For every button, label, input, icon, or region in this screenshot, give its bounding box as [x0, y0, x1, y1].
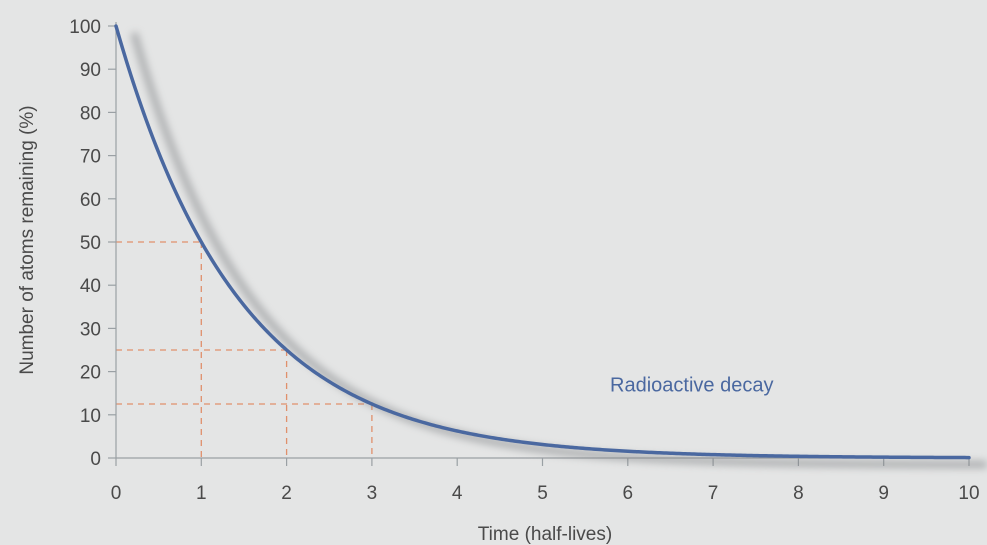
decay-curve-shadow	[130, 32, 987, 469]
y-tick-label: 10	[80, 406, 101, 427]
y-tick-label: 50	[80, 233, 101, 254]
y-tick-label: 80	[80, 103, 101, 124]
x-axis-title: Time (half-lives)	[478, 524, 612, 545]
y-tick-label: 20	[80, 363, 101, 384]
labels: 0 10 20 30 40 50 60 70 80 90 100 0 1 2 3 4 5 6 7 8 9 10 Time (…	[17, 17, 980, 545]
y-tick-label: 30	[80, 319, 101, 340]
y-tick-label: 60	[80, 190, 101, 211]
x-tick-label: 0	[111, 483, 122, 504]
x-tick-label: 1	[196, 483, 207, 504]
x-tick-label: 10	[958, 483, 979, 504]
y-tick-label: 90	[80, 60, 101, 81]
x-tick-label: 5	[537, 483, 548, 504]
series-layer	[114, 24, 987, 469]
x-tick-label: 7	[708, 483, 719, 504]
y-axis-title: Number of atoms remaining (%)	[17, 105, 38, 374]
x-tick-label: 4	[452, 483, 463, 504]
y-tick-label: 70	[80, 147, 101, 168]
x-tick-label: 2	[281, 483, 292, 504]
y-tick-label: 100	[69, 17, 101, 38]
curve-annotation: Radioactive decay	[610, 375, 773, 397]
y-tick-label: 0	[90, 449, 101, 470]
reference-lines	[116, 241, 373, 458]
x-tick-label: 8	[793, 483, 804, 504]
y-tick-label: 40	[80, 276, 101, 297]
decay-curve	[114, 24, 971, 460]
axes	[108, 22, 970, 466]
x-tick-label: 6	[623, 483, 634, 504]
x-tick-label: 9	[878, 483, 889, 504]
x-tick-label: 3	[367, 483, 378, 504]
